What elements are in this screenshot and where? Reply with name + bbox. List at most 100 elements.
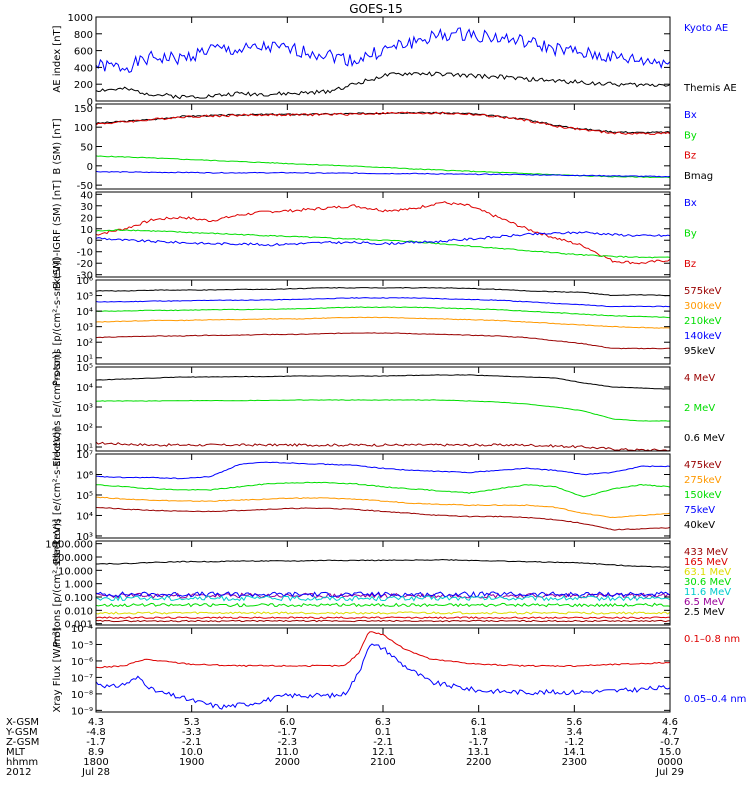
legend-210kev: 210keV (684, 316, 722, 327)
panel-frame (95, 366, 671, 452)
y-tick-label: 30 (80, 202, 93, 213)
series-line-575kev (96, 332, 670, 350)
y-tick-label: 10³ (76, 532, 93, 543)
x-tick-label-mlt: 12.1 (372, 747, 394, 758)
panel-frame (95, 103, 671, 190)
series-line-by (96, 155, 670, 179)
legend-bmag: Bmag (684, 171, 713, 182)
y-tick-label: 10⁶ (76, 276, 93, 287)
panel-frame (95, 16, 671, 102)
x-tick-label-mlt: 8.9 (88, 747, 104, 758)
x-tick-label-ygsm: 3.4 (566, 727, 582, 738)
legend-475kev: 475keV (684, 460, 722, 471)
series-line-30-6-mev (96, 594, 670, 602)
panel-protons2: 0.001 0.010 0.100 1.000 10.000 100.000 1000.00… (45, 519, 731, 647)
y-tick-label: 10⁻⁶ (71, 657, 93, 668)
series-line-bx (96, 170, 670, 178)
series-line-by (96, 229, 670, 259)
x-tick-label-xgsm: 4.3 (88, 717, 104, 728)
x-tick-label-ygsm: -4.8 (86, 727, 106, 738)
legend-bx: Bx (684, 198, 697, 209)
series-line-95kev (96, 286, 670, 297)
x-tick-label-zgsm: -0.7 (660, 737, 680, 748)
y-tick-label: 10¹ (76, 354, 93, 365)
x-row-label: 2012 (6, 767, 31, 778)
y-tick-label: 10⁴ (76, 511, 93, 522)
y-tick-label: 0 (87, 97, 93, 108)
y-tick-label: 10⁻⁸ (71, 690, 93, 701)
y-tick-label: 0.001 (64, 620, 93, 631)
x-tick-label-hhmm: 2300 (562, 757, 587, 768)
series-line-40kev (96, 461, 670, 480)
y-tick-label: 1000.000 (45, 540, 93, 551)
x-tick-label-hhmm: 0000 (657, 757, 682, 768)
x-tick-label-hhmm: 1900 (179, 757, 204, 768)
y-tick-label: 400 (74, 63, 93, 74)
panel-frame (95, 191, 671, 278)
legend-4-mev: 4 MeV (684, 373, 715, 384)
x-row-label: X-GSM (6, 717, 39, 728)
series-line-4-mev (96, 441, 670, 451)
x-tick-label-ygsm: -3.3 (182, 727, 202, 738)
legend-2-5-mev: 2.5 MeV (684, 607, 725, 618)
x-tick-label-mlt: 11.0 (276, 747, 298, 758)
x-tick-label-ygsm: 1.8 (471, 727, 487, 738)
legend-30-6-mev: 30.6 MeV (684, 577, 731, 588)
legend-6-5-mev: 6.5 MeV (684, 597, 725, 608)
y-tick-label: 1.000 (64, 580, 93, 591)
series-line-63-1-mev (96, 602, 670, 608)
series-line-2-5-mev (96, 558, 670, 568)
series-line-0-05-0-4-nm (96, 643, 670, 710)
panel-electrons2: 10³ 10⁴ 10⁵ 10⁶ 10⁷ Electrons [e/(cm²-s-sr-ke… (52, 427, 722, 564)
legend-165-mev: 165 MeV (684, 557, 728, 568)
series-line-210kev (96, 306, 670, 319)
y-tick-label: 100 (74, 123, 93, 134)
series-line-bz (96, 111, 670, 136)
series-line-bx (96, 231, 670, 247)
y-tick-label: 40 (80, 190, 93, 201)
panel-protons1: 10¹ 10² 10³ 10⁴ 10⁵ 10⁶ Protons [p/(cm²-s-sr-k… (52, 258, 722, 386)
panel-frame (95, 453, 671, 539)
series-line-themis-ae (96, 71, 670, 100)
legend-kyoto-ae: Kyoto AE (684, 23, 728, 34)
x-tick-label-hhmm: 2100 (370, 757, 395, 768)
y-tick-label: 10⁴ (76, 383, 93, 394)
series-line-0-1-0-8-nm (96, 631, 670, 669)
series-line-0-6-mev (96, 374, 670, 390)
legend-bz: Bz (684, 259, 696, 270)
legend-433-mev: 433 MeV (684, 547, 728, 558)
x-tick-label-date: Jul 28 (81, 767, 110, 778)
y-tick-label: 10.000 (58, 566, 93, 577)
x-tick-label-ygsm: 0.1 (375, 727, 391, 738)
panel-electrons1: 10¹ 10² 10³ 10⁴ 10⁵ Electrons [e/(cm²-s-sr)] 4… (52, 351, 725, 467)
x-tick-label-ygsm: 4.7 (662, 727, 678, 738)
y-tick-label: 10⁷ (76, 450, 93, 461)
y-tick-label: 0.100 (64, 593, 93, 604)
series-line-bz (96, 201, 670, 265)
panel-bsm: -50 0 50 100 150 B (SM) [nT] Bx By Bz Bmag (52, 103, 713, 192)
legend-575kev: 575keV (684, 286, 722, 297)
y-axis-label: B (SM) [nT] (52, 118, 63, 174)
y-tick-label: -20 (77, 259, 93, 270)
legend-150kev: 150keV (684, 490, 722, 501)
x-row-label: Z-GSM (6, 737, 39, 748)
x-tick-label-ygsm: -1.7 (278, 727, 298, 738)
series-line-433-mev (96, 616, 670, 620)
legend-0-05-0-4-nm: 0.05–0.4 nm (684, 694, 746, 705)
x-tick-label-xgsm: 6.3 (375, 717, 391, 728)
panel-xray: 10⁻⁹ 10⁻⁸ 10⁻⁷ 10⁻⁶ 10⁻⁵ 10⁻⁴ Xray Flux [W/m²]… (52, 624, 746, 717)
x-tick-label-zgsm: -2.1 (182, 737, 202, 748)
x-tick-label-date: Jul 29 (655, 767, 684, 778)
x-tick-label-hhmm: 2200 (466, 757, 491, 768)
y-tick-label: 10⁻⁹ (71, 706, 93, 717)
x-tick-label-xgsm: 5.6 (566, 717, 582, 728)
y-tick-label: 100.000 (52, 553, 93, 564)
x-tick-label-xgsm: 6.0 (279, 717, 295, 728)
x-tick-label-xgsm: 5.3 (184, 717, 200, 728)
x-tick-label-zgsm: -1.7 (469, 737, 489, 748)
y-axis-label: Protons [p/(cm²-s-sr-keV)] (52, 519, 63, 647)
x-tick-label-zgsm: -1.2 (565, 737, 585, 748)
y-axis-label: Electrons [e/(cm²-s-sr)] (52, 351, 63, 467)
series-line-75kev (96, 481, 670, 498)
